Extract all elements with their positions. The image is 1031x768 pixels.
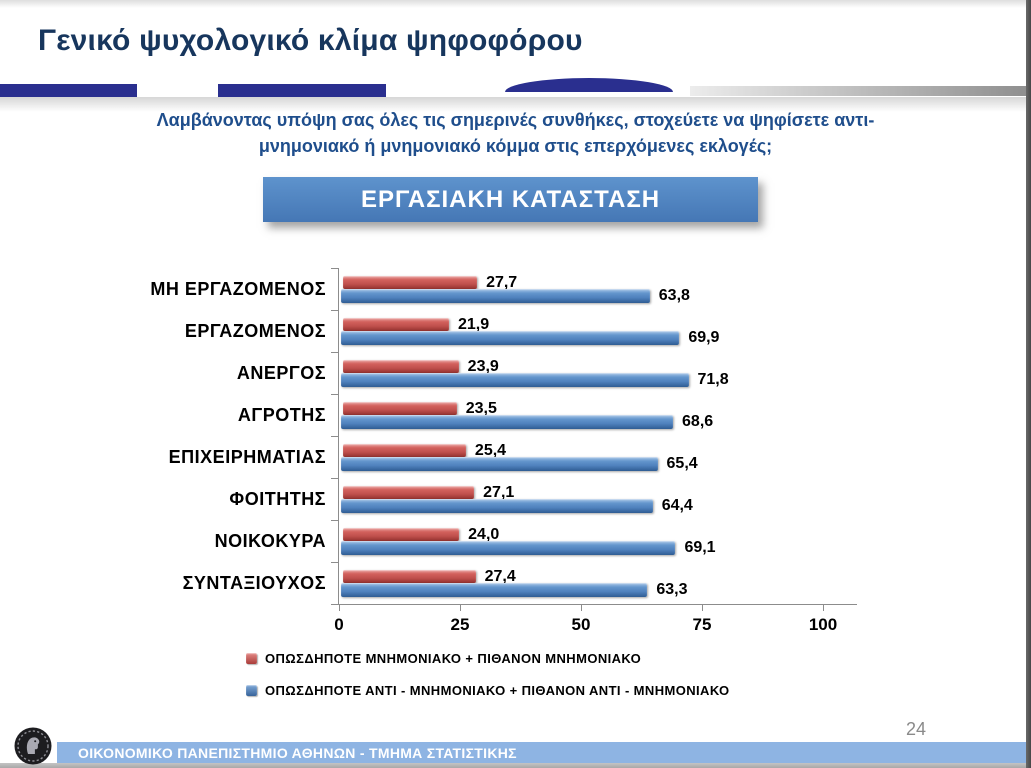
bar-value-label: 27,7 bbox=[486, 274, 518, 291]
bar-value-label: 65,4 bbox=[666, 455, 698, 472]
bar-mnimoniako bbox=[343, 486, 475, 499]
x-axis-tick bbox=[823, 605, 824, 611]
bar-mnimoniako bbox=[343, 570, 476, 583]
band-shadow bbox=[0, 97, 1026, 112]
category-label: ΜΗ ΕΡΓΑΖΟΜΕΝΟΣ bbox=[150, 279, 326, 299]
x-axis-tick-label: 25 bbox=[450, 615, 470, 634]
page-number: 24 bbox=[906, 719, 927, 739]
category-label: ΕΠΙΧΕΙΡΗΜΑΤΙΑΣ bbox=[168, 447, 326, 467]
bar-chart: ΜΗ ΕΡΓΑΖΟΜΕΝΟΣ ΕΡΓΑΖΟΜΕΝΟΣ ΑΝΕΡΓΟΣ ΑΓΡΟΤΗΣ Ε… bbox=[0, 268, 1031, 688]
bar-mnimoniako bbox=[343, 360, 459, 373]
legend-item-mnimoniako: ΟΠΩΣΔΗΠΟΤΕ ΜΝΗΜΟΝΙΑΚΟ + ΠΙΘΑΝΟΝ ΜΝΗΜΟΝΙΑ… bbox=[246, 651, 641, 666]
legend-swatch-red bbox=[246, 653, 257, 664]
bar-value-label: 63,3 bbox=[656, 581, 688, 598]
category-axis-tick bbox=[331, 520, 339, 521]
bar-anti-mnimoniako bbox=[341, 415, 674, 429]
bar-value-label: 27,1 bbox=[483, 484, 515, 501]
category-label: ΑΓΡΟΤΗΣ bbox=[237, 405, 326, 425]
x-axis-tick-label: 100 bbox=[808, 615, 838, 634]
category-axis-tick bbox=[331, 436, 339, 437]
bar-value-label: 25,4 bbox=[474, 442, 507, 459]
x-axis-tick bbox=[581, 605, 582, 611]
category-header-box: ΕΡΓΑΣΙΑΚΗ ΚΑΤΑΣΤΑΣΗ bbox=[263, 177, 758, 222]
right-edge-strip bbox=[1026, 0, 1031, 768]
footer-bar: ΟΙΚΟΝΟΜΙΚΟ ΠΑΝΕΠΙΣΤΗΜΙΟ ΑΘΗΝΩΝ - ΤΜΗΜΑ Σ… bbox=[57, 742, 1026, 763]
bar-value-label: 24,0 bbox=[468, 526, 500, 543]
x-axis-tick-label: 75 bbox=[692, 615, 712, 634]
x-axis-tick bbox=[339, 605, 340, 611]
category-label: ΝΟΙΚΟΚΥΡΑ bbox=[214, 531, 326, 551]
survey-question: Λαμβάνοντας υπόψη σας όλες τις σημερινές… bbox=[156, 110, 875, 156]
bar-anti-mnimoniako bbox=[341, 331, 680, 345]
category-label: ΑΝΕΡΓΟΣ bbox=[236, 363, 326, 383]
decorative-band-segment bbox=[0, 84, 137, 97]
category-label: ΦΟΙΤΗΤΗΣ bbox=[229, 489, 326, 509]
university-logo-icon bbox=[14, 727, 52, 765]
legend-label: ΟΠΩΣΔΗΠΟΤΕ ΑΝΤΙ - ΜΝΗΜΟΝΙΑΚΟ + ΠΙΘΑΝΟΝ Α… bbox=[265, 683, 730, 698]
x-axis-tick bbox=[460, 605, 461, 611]
footer-text: ΟΙΚΟΝΟΜΙΚΟ ΠΑΝΕΠΙΣΤΗΜΙΟ ΑΘΗΝΩΝ - ΤΜΗΜΑ Σ… bbox=[78, 744, 517, 761]
x-axis-tick bbox=[702, 605, 703, 611]
category-axis-tick bbox=[331, 268, 339, 269]
bar-value-label: 71,8 bbox=[697, 371, 729, 388]
bar-mnimoniako bbox=[343, 528, 460, 541]
bar-value-label: 69,9 bbox=[688, 329, 720, 346]
bar-value-label: 21,9 bbox=[457, 316, 490, 333]
bar-mnimoniako bbox=[343, 276, 478, 289]
bar-value-label: 64,4 bbox=[661, 497, 693, 514]
top-shade bbox=[0, 0, 1026, 8]
category-axis-tick bbox=[331, 352, 339, 353]
bar-anti-mnimoniako bbox=[341, 499, 653, 513]
x-axis-tick-label: 0 bbox=[334, 615, 344, 634]
bar-mnimoniako bbox=[343, 318, 449, 331]
category-axis-tick bbox=[331, 562, 339, 563]
bar-value-label: 23,5 bbox=[465, 400, 497, 417]
x-axis-line bbox=[331, 604, 857, 605]
bar-anti-mnimoniako bbox=[341, 583, 648, 597]
category-labels: ΜΗ ΕΡΓΑΖΟΜΕΝΟΣ ΕΡΓΑΖΟΜΕΝΟΣ ΑΝΕΡΓΟΣ ΑΓΡΟΤΗΣ Ε… bbox=[95, 268, 326, 604]
category-axis-tick bbox=[331, 478, 339, 479]
bar-value-label: 23,9 bbox=[467, 358, 499, 375]
decorative-band-arc bbox=[505, 78, 673, 92]
bar-anti-mnimoniako bbox=[341, 541, 676, 555]
x-axis-tick-label: 50 bbox=[571, 615, 591, 634]
bar-value-label: 27,4 bbox=[484, 568, 516, 585]
category-axis-tick bbox=[331, 394, 339, 395]
category-axis-tick bbox=[331, 604, 339, 605]
bar-mnimoniako bbox=[343, 402, 457, 415]
bar-anti-mnimoniako bbox=[341, 457, 658, 471]
bar-value-label: 69,1 bbox=[684, 539, 716, 556]
legend-item-anti-mnimoniako: ΟΠΩΣΔΗΠΟΤΕ ΑΝΤΙ - ΜΝΗΜΟΝΙΑΚΟ + ΠΙΘΑΝΟΝ Α… bbox=[246, 683, 730, 698]
bar-value-label: 68,6 bbox=[682, 413, 714, 430]
category-label: ΣΥΝΤΑΞΙΟΥΧΟΣ bbox=[182, 573, 326, 593]
bar-anti-mnimoniako bbox=[341, 289, 650, 303]
category-axis-tick bbox=[331, 310, 339, 311]
bottom-strip bbox=[0, 763, 1026, 768]
decorative-band-gradient bbox=[690, 86, 1026, 96]
category-header-label: ΕΡΓΑΣΙΑΚΗ ΚΑΤΑΣΤΑΣΗ bbox=[360, 185, 661, 213]
page-title: Γενικό ψυχολογικό κλίμα ψηφοφόρου bbox=[38, 24, 583, 57]
category-label: ΕΡΓΑΖΟΜΕΝΟΣ bbox=[184, 321, 326, 341]
decorative-band-segment bbox=[218, 84, 386, 97]
legend-label: ΟΠΩΣΔΗΠΟΤΕ ΜΝΗΜΟΝΙΑΚΟ + ΠΙΘΑΝΟΝ ΜΝΗΜΟΝΙΑ… bbox=[265, 651, 642, 666]
bar-mnimoniako bbox=[343, 444, 466, 457]
bar-value-label: 63,8 bbox=[658, 287, 690, 304]
bar-anti-mnimoniako bbox=[341, 373, 689, 387]
plot-area: 27,7 63,8 21,9 69,9 23,9 71,8 23,5 68,6 25,4 65,4… bbox=[331, 268, 857, 634]
legend-swatch-blue bbox=[246, 685, 257, 696]
